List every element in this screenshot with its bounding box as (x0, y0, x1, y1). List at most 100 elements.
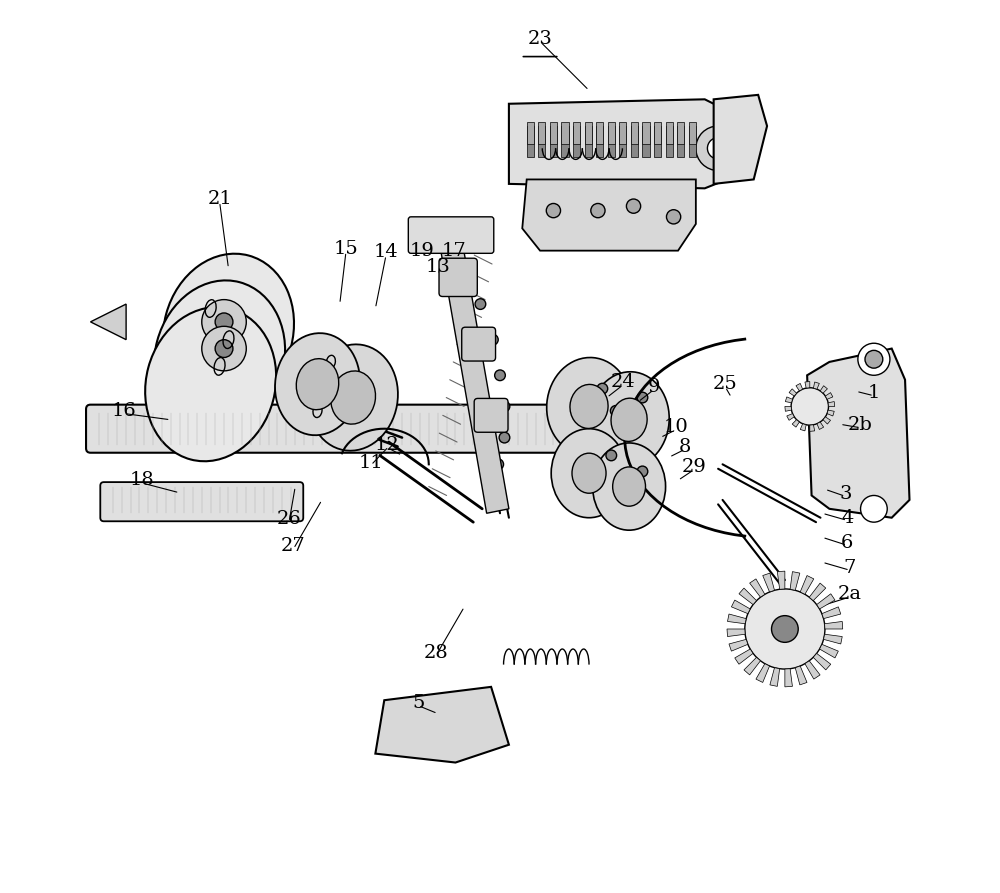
Polygon shape (789, 388, 797, 396)
Text: 23: 23 (528, 29, 552, 48)
Text: 3: 3 (839, 485, 852, 503)
Circle shape (637, 392, 648, 403)
Ellipse shape (589, 371, 669, 468)
Polygon shape (807, 348, 910, 518)
Polygon shape (817, 422, 824, 430)
Polygon shape (817, 594, 835, 609)
Text: 24: 24 (610, 373, 635, 391)
Circle shape (745, 589, 825, 669)
FancyBboxPatch shape (408, 217, 494, 254)
Text: 11: 11 (359, 454, 383, 472)
Bar (666, 121, 673, 144)
Circle shape (666, 210, 681, 224)
Polygon shape (770, 668, 780, 687)
Bar (585, 126, 592, 157)
Ellipse shape (613, 467, 646, 506)
Bar (654, 126, 661, 157)
Text: 2a: 2a (838, 585, 862, 604)
Circle shape (626, 199, 641, 213)
Bar (527, 121, 534, 144)
Polygon shape (777, 572, 785, 589)
Polygon shape (795, 666, 807, 685)
Circle shape (499, 432, 510, 443)
Polygon shape (823, 417, 831, 424)
Polygon shape (90, 304, 126, 339)
Polygon shape (813, 654, 831, 670)
Ellipse shape (163, 254, 294, 408)
Bar (608, 121, 615, 144)
FancyBboxPatch shape (474, 398, 508, 432)
Polygon shape (792, 420, 799, 427)
Polygon shape (785, 669, 792, 687)
Polygon shape (820, 645, 838, 658)
Ellipse shape (611, 398, 647, 441)
Ellipse shape (547, 357, 631, 455)
Text: 17: 17 (441, 242, 466, 260)
Bar (642, 126, 650, 157)
Ellipse shape (331, 371, 376, 424)
Bar (677, 126, 684, 157)
Bar (596, 126, 603, 157)
Polygon shape (825, 393, 833, 399)
Circle shape (791, 388, 828, 425)
Text: 1: 1 (868, 384, 880, 402)
Circle shape (772, 615, 798, 642)
Bar (573, 121, 580, 144)
Bar (619, 121, 626, 144)
Polygon shape (828, 402, 835, 406)
Polygon shape (787, 413, 794, 421)
Circle shape (499, 401, 510, 412)
Ellipse shape (296, 359, 339, 410)
Bar (538, 121, 545, 144)
Ellipse shape (572, 453, 606, 493)
Bar (573, 126, 580, 157)
Text: 5: 5 (412, 694, 424, 712)
Bar (527, 126, 534, 157)
Circle shape (488, 334, 498, 345)
Polygon shape (744, 657, 760, 675)
Circle shape (707, 138, 729, 159)
Text: 12: 12 (375, 436, 399, 454)
Polygon shape (824, 634, 842, 644)
Polygon shape (785, 406, 791, 412)
Circle shape (597, 383, 608, 394)
Text: 2b: 2b (848, 416, 873, 434)
Circle shape (858, 343, 890, 375)
Text: 9: 9 (648, 378, 660, 396)
Bar (631, 121, 638, 144)
FancyBboxPatch shape (100, 482, 303, 522)
Circle shape (637, 466, 648, 477)
Circle shape (202, 300, 246, 344)
Ellipse shape (154, 280, 285, 435)
Polygon shape (728, 614, 746, 624)
Polygon shape (735, 649, 753, 664)
Ellipse shape (275, 333, 360, 435)
Ellipse shape (593, 443, 666, 530)
Ellipse shape (551, 429, 627, 518)
Polygon shape (813, 382, 819, 389)
Text: 7: 7 (844, 558, 856, 577)
Circle shape (215, 339, 233, 357)
Text: 6: 6 (841, 534, 853, 552)
Bar (689, 126, 696, 157)
Circle shape (861, 496, 887, 522)
Circle shape (696, 126, 740, 171)
Polygon shape (750, 579, 765, 597)
Polygon shape (763, 573, 775, 592)
Polygon shape (729, 639, 748, 651)
Polygon shape (809, 583, 826, 601)
Text: 27: 27 (281, 538, 306, 555)
Polygon shape (714, 95, 767, 184)
Polygon shape (790, 572, 800, 590)
Ellipse shape (308, 345, 398, 451)
Polygon shape (805, 381, 810, 388)
FancyBboxPatch shape (462, 327, 496, 361)
Polygon shape (785, 396, 793, 403)
FancyBboxPatch shape (86, 405, 647, 453)
Ellipse shape (145, 307, 276, 462)
Text: 16: 16 (112, 402, 137, 420)
Ellipse shape (570, 384, 608, 429)
Bar (677, 121, 684, 144)
Polygon shape (509, 99, 749, 188)
Polygon shape (800, 423, 806, 431)
